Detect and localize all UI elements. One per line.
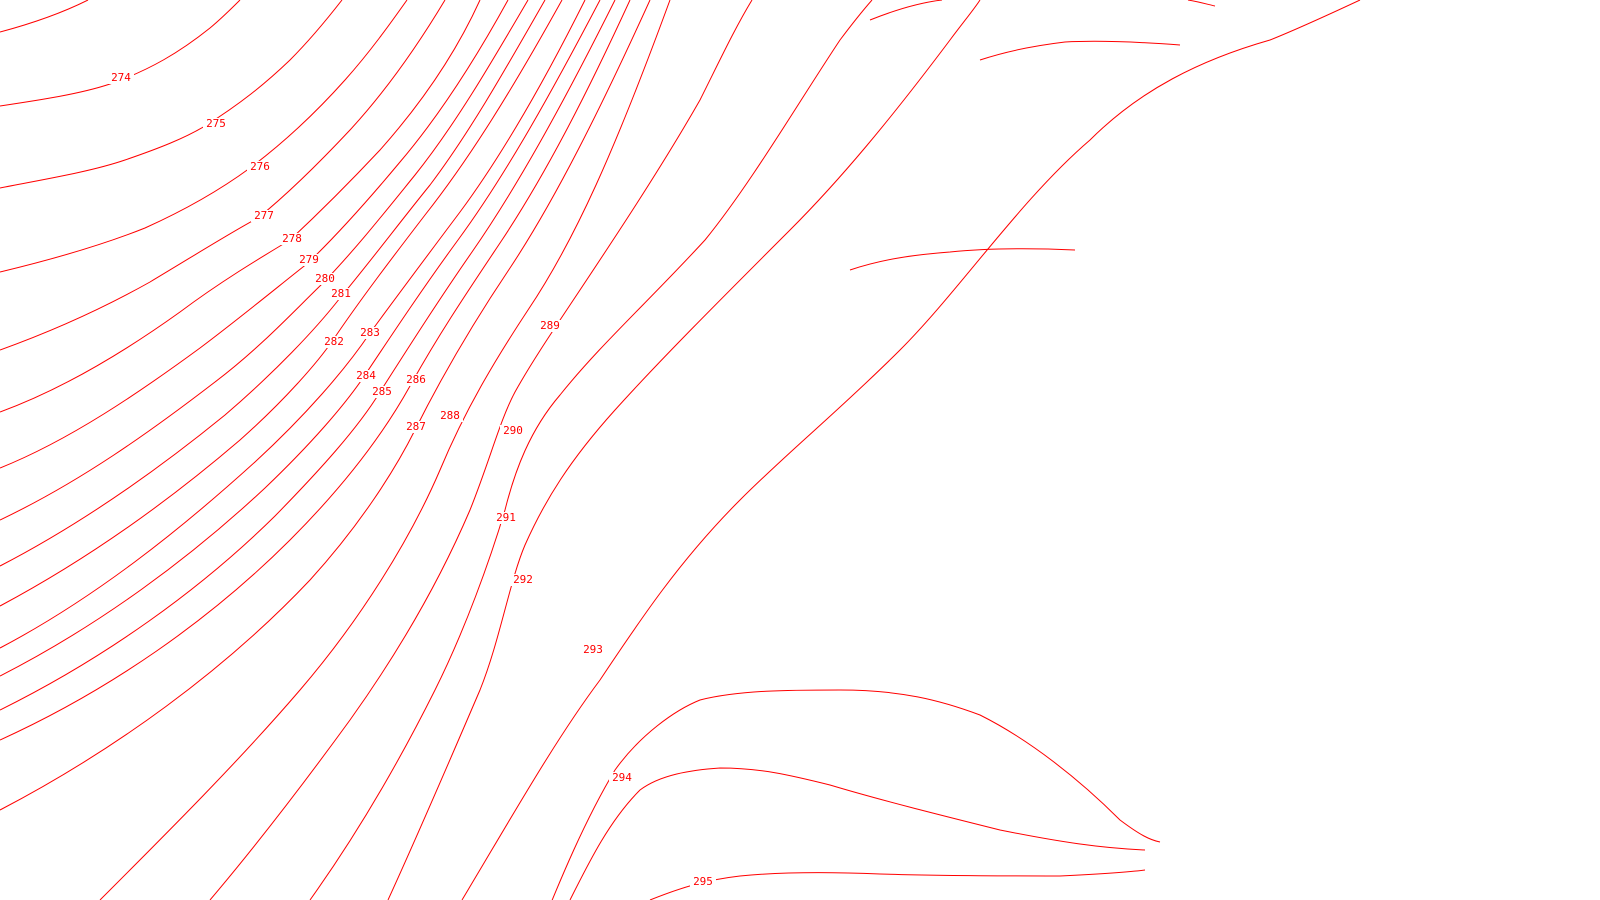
- svg-text:291: 291: [496, 511, 516, 524]
- contour-label-277: 277: [251, 209, 277, 222]
- contour-line-upper-a: [869, 0, 943, 21]
- contour-label-289: 289: [537, 319, 563, 332]
- svg-text:295: 295: [693, 875, 713, 888]
- svg-text:287: 287: [406, 420, 426, 433]
- contour-line-295: [649, 869, 1146, 900]
- svg-text:289: 289: [540, 319, 560, 332]
- svg-text:285: 285: [372, 385, 392, 398]
- contour-line-273: [0, 0, 89, 33]
- contour-label-282: 282: [321, 335, 347, 348]
- contour-line-294: [569, 767, 1146, 900]
- contour-line-upper-c: [979, 40, 1181, 61]
- contour-label-292: 292: [510, 573, 536, 586]
- svg-text:279: 279: [299, 253, 319, 266]
- contour-label-286: 286: [403, 373, 429, 386]
- contour-label-291: 291: [493, 511, 519, 524]
- svg-text:280: 280: [315, 272, 335, 285]
- contour-label-278: 278: [279, 232, 305, 245]
- contour-line-290: [309, 0, 873, 900]
- contour-label-280: 280: [312, 272, 338, 285]
- contour-label-295: 295: [690, 875, 716, 888]
- svg-text:292: 292: [513, 573, 533, 586]
- svg-text:294: 294: [612, 771, 632, 784]
- contour-line-291: [387, 0, 981, 900]
- svg-text:284: 284: [356, 369, 376, 382]
- contour-label-279: 279: [296, 253, 322, 266]
- contour-line-upper-d: [849, 248, 1076, 271]
- contour-line-286: [0, 0, 631, 741]
- contour-line-289: [209, 0, 753, 900]
- contour-label-294: 294: [609, 771, 635, 784]
- svg-text:290: 290: [503, 424, 523, 437]
- contour-label-293: 293: [580, 643, 606, 656]
- contour-label-284: 284: [353, 369, 379, 382]
- contour-line-288: [99, 0, 671, 900]
- contour-line-293: [551, 689, 1161, 900]
- contour-line-274: [0, 0, 241, 107]
- contour-line-292: [461, 0, 1361, 900]
- svg-text:276: 276: [250, 160, 270, 173]
- contour-label-287: 287: [403, 420, 429, 433]
- svg-text:293: 293: [583, 643, 603, 656]
- contour-label-276: 276: [247, 160, 273, 173]
- svg-text:282: 282: [324, 335, 344, 348]
- svg-text:286: 286: [406, 373, 426, 386]
- svg-text:283: 283: [360, 326, 380, 339]
- contour-label-288: 288: [437, 409, 463, 422]
- contour-label-285: 285: [369, 385, 395, 398]
- contour-label-274: 274: [108, 71, 134, 84]
- contour-label-281: 281: [328, 287, 354, 300]
- contour-line-upper-b: [1187, 0, 1216, 7]
- svg-text:278: 278: [282, 232, 302, 245]
- svg-text:275: 275: [206, 117, 226, 130]
- contour-label-275: 275: [203, 117, 229, 130]
- svg-text:288: 288: [440, 409, 460, 422]
- svg-text:274: 274: [111, 71, 131, 84]
- contour-label-283: 283: [357, 326, 383, 339]
- svg-text:277: 277: [254, 209, 274, 222]
- svg-text:281: 281: [331, 287, 351, 300]
- contour-label-290: 290: [500, 424, 526, 437]
- contour-line-280: [0, 0, 529, 521]
